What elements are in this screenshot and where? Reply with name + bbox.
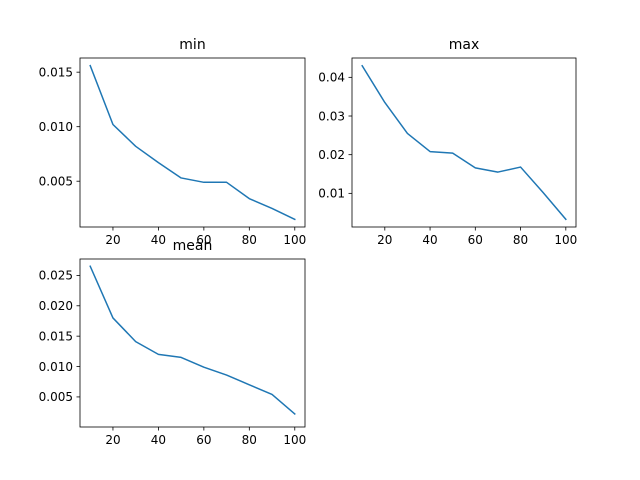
y-tick-label: 0.02 (318, 148, 345, 162)
y-tick-label: 0.005 (39, 175, 73, 189)
y-tick-label: 0.03 (318, 109, 345, 123)
y-tick-label: 0.025 (39, 269, 73, 283)
y-tick-label: 0.010 (39, 360, 73, 374)
axes-frame (351, 57, 577, 228)
series-line (89, 64, 296, 221)
subplot-mean: 20 40 60 80 100 0.005 0.010 0.015 0.020 0.025 mean (39, 238, 307, 447)
x-tick-label: 60 (196, 433, 211, 447)
subplot-title: max (449, 37, 480, 53)
y-tick-label: 0.010 (39, 120, 73, 134)
x-tick-label: 20 (377, 233, 392, 247)
x-tick-label: 100 (283, 433, 306, 447)
subplot-title: mean (173, 238, 213, 254)
x-tick-label: 40 (151, 433, 166, 447)
subplot-title: min (179, 37, 205, 53)
y-tick-label: 0.020 (39, 299, 73, 313)
y-tick-label: 0.005 (39, 390, 73, 404)
x-tick-label: 100 (554, 233, 577, 247)
series-line (361, 64, 567, 221)
x-tick-label: 60 (196, 233, 211, 247)
x-tick-label: 80 (513, 233, 528, 247)
series-line (89, 265, 296, 415)
y-tick-label: 0.04 (318, 71, 345, 85)
x-tick-label: 100 (283, 233, 306, 247)
x-tick-label: 20 (105, 233, 120, 247)
y-tick-label: 0.01 (318, 187, 345, 201)
x-tick-label: 80 (242, 433, 257, 447)
x-tick-label: 40 (422, 233, 437, 247)
x-tick-label: 20 (105, 433, 120, 447)
axes-frame (79, 258, 306, 428)
x-tick-label: 60 (468, 233, 483, 247)
axes-frame (79, 57, 306, 228)
y-tick-label: 0.015 (39, 65, 73, 79)
subplot-max: 20 40 60 80 100 0.01 0.02 0.03 0.04 max (318, 37, 577, 247)
x-tick-label: 80 (242, 233, 257, 247)
y-tick-label: 0.015 (39, 329, 73, 343)
subplot-min: 20 40 60 80 100 0.005 0.010 0.015 min (39, 37, 307, 247)
x-tick-label: 40 (151, 233, 166, 247)
